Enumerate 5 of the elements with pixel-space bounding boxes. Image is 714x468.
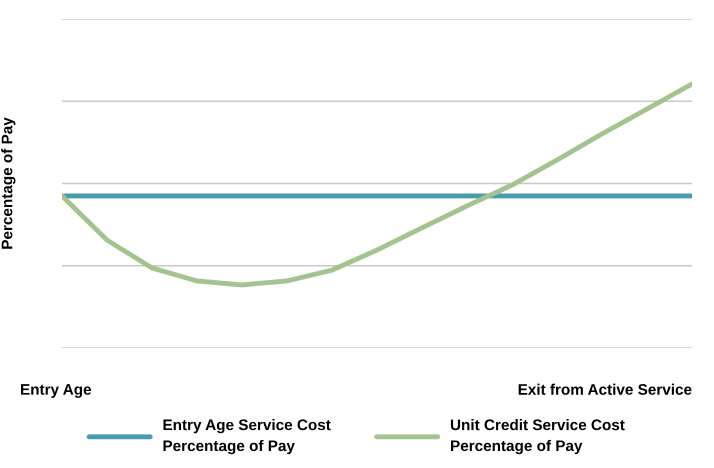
y-axis-title: Percentage of Pay — [1, 117, 16, 249]
legend-label: Entry Age Service Cost Percentage of Pay — [163, 418, 331, 454]
text: Entry Age — [21, 384, 92, 398]
text: Exit from Active Service — [518, 384, 692, 395]
legend-label: Unit Credit Service Cost Percentage of Pay — [450, 419, 625, 454]
